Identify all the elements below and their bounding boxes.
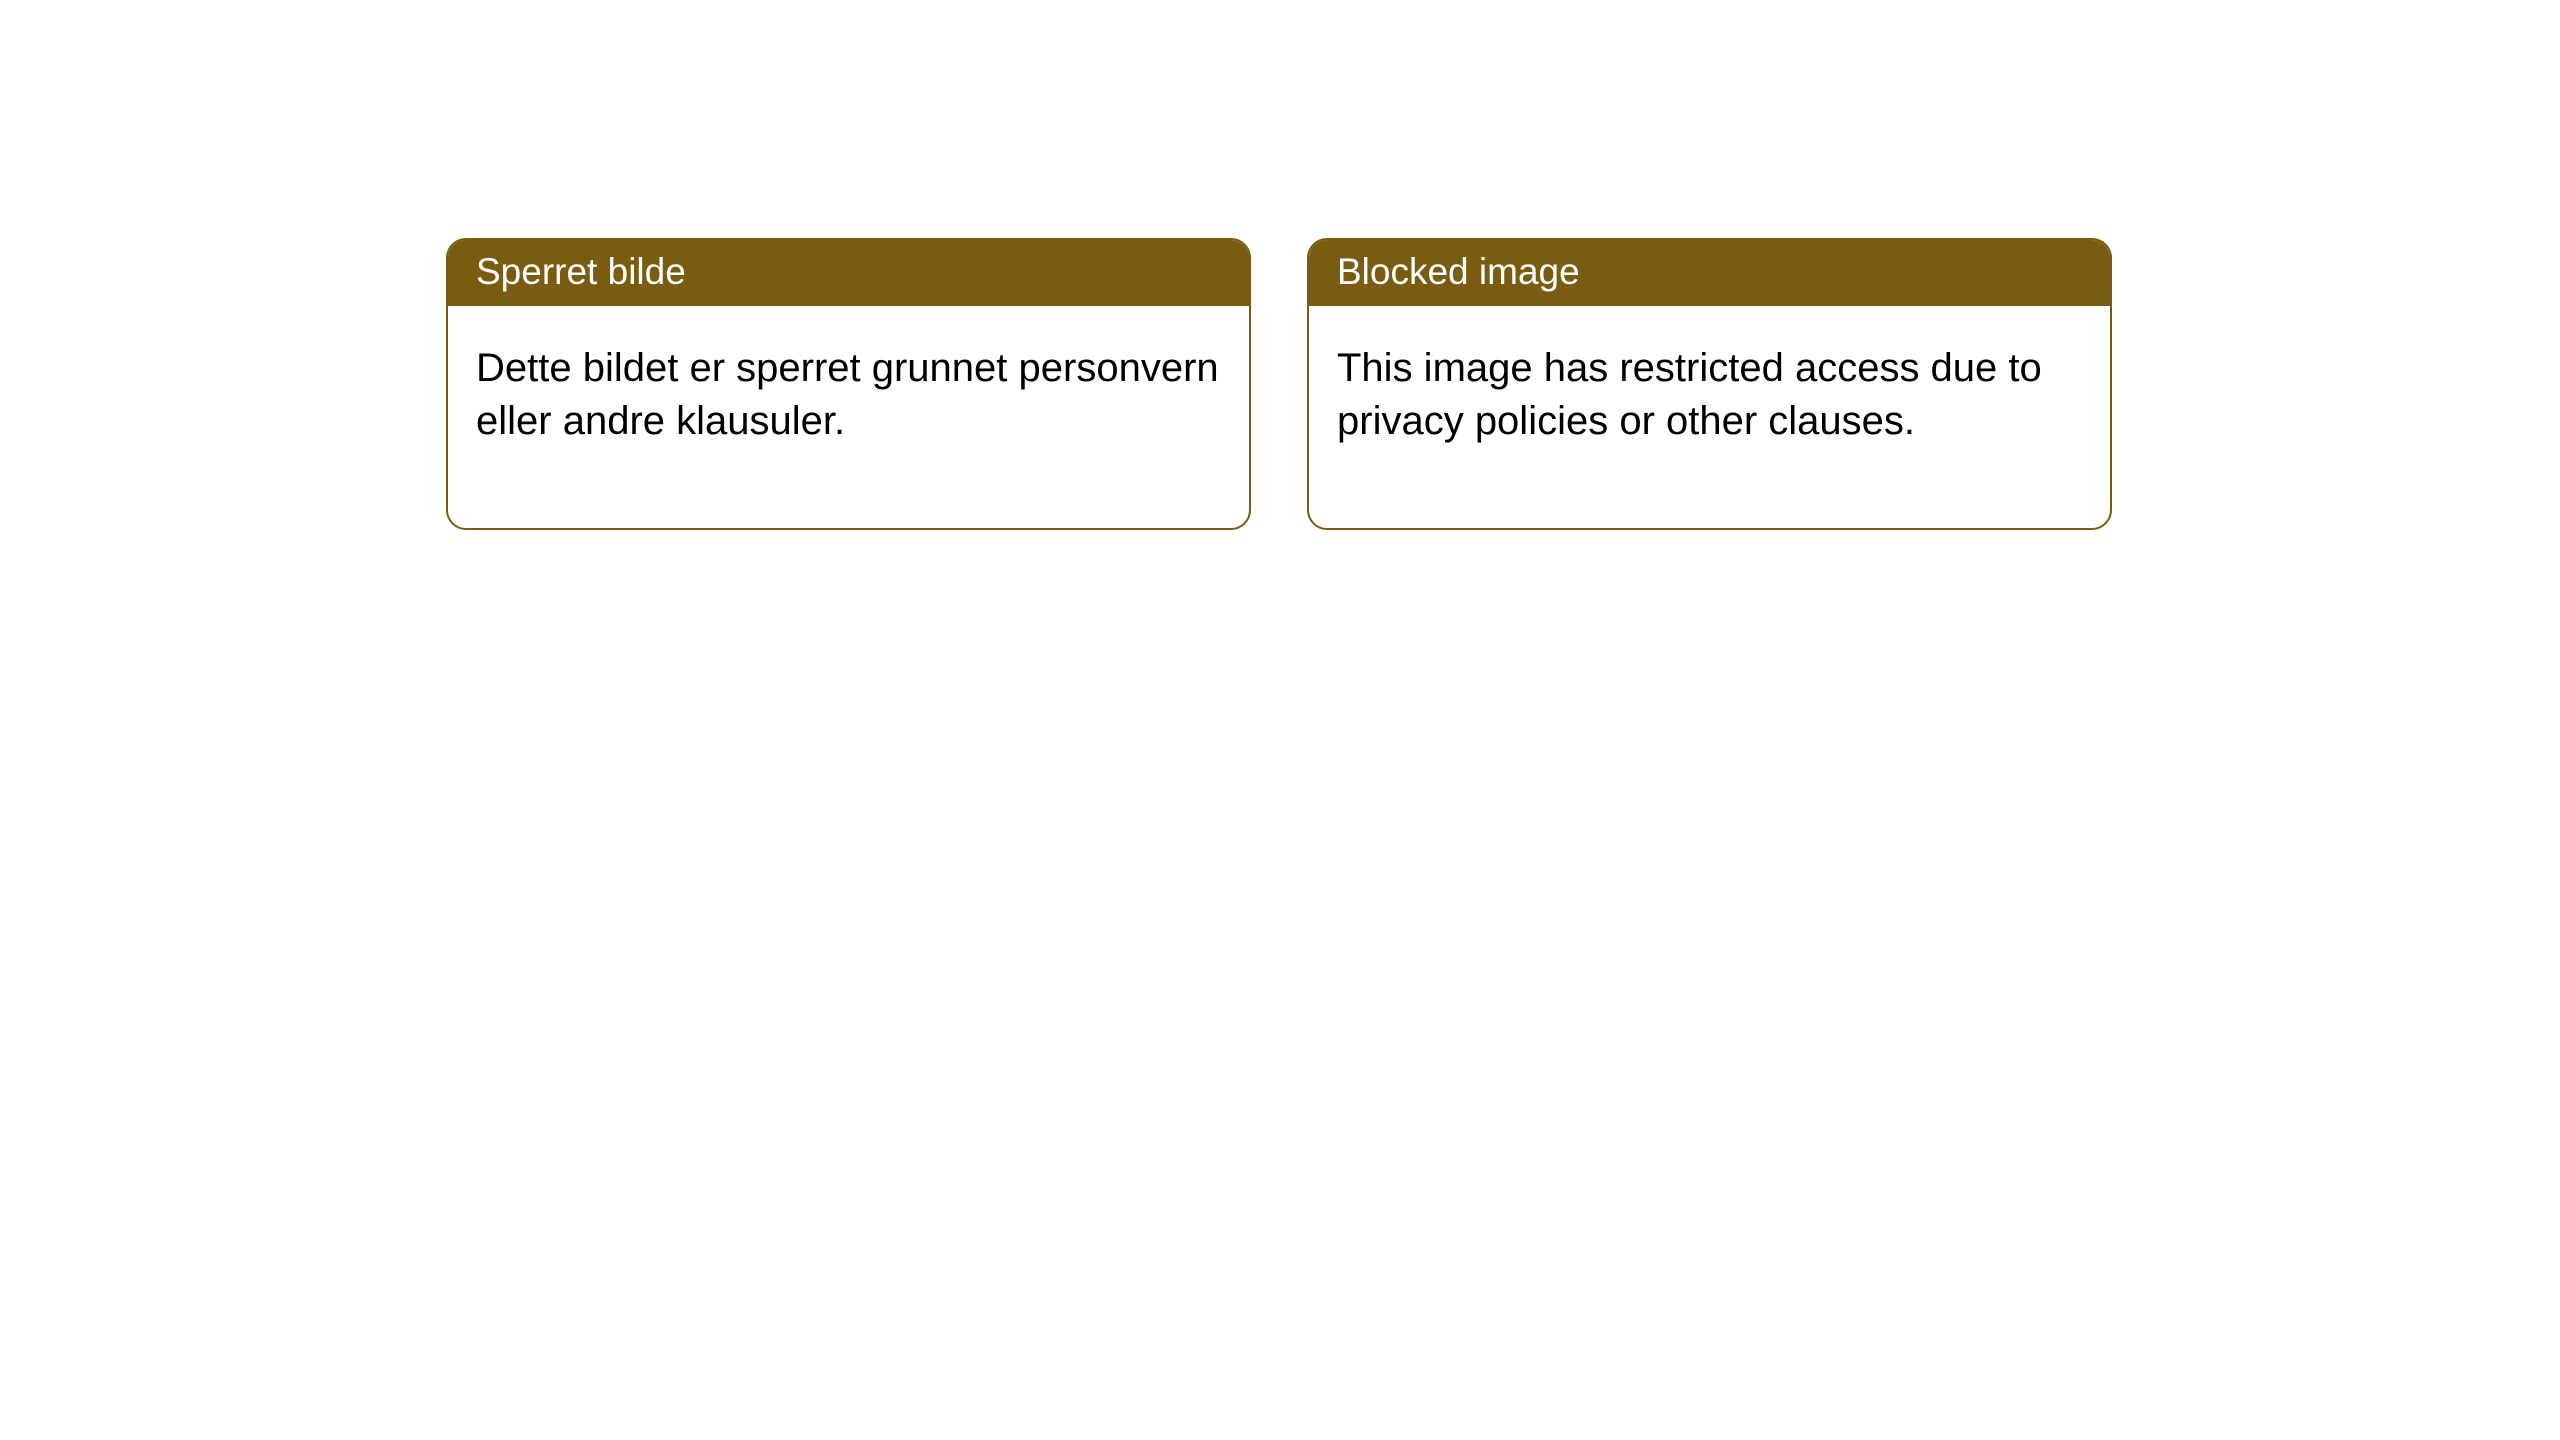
card-title: Sperret bilde xyxy=(448,240,1249,306)
card-body-text: Dette bildet er sperret grunnet personve… xyxy=(448,306,1249,528)
notice-cards-container: Sperret bilde Dette bildet er sperret gr… xyxy=(446,238,2112,530)
card-title: Blocked image xyxy=(1309,240,2110,306)
card-body-text: This image has restricted access due to … xyxy=(1309,306,2110,528)
notice-card-english: Blocked image This image has restricted … xyxy=(1307,238,2112,530)
notice-card-norwegian: Sperret bilde Dette bildet er sperret gr… xyxy=(446,238,1251,530)
